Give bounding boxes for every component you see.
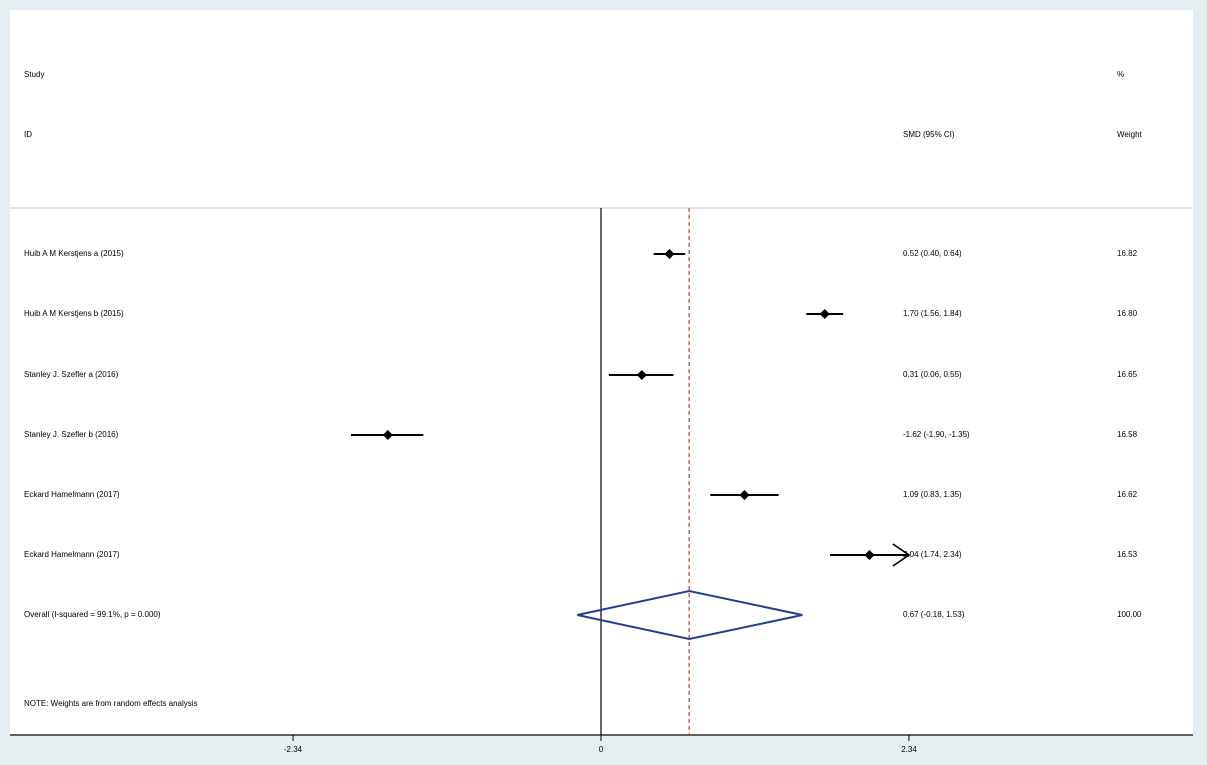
- study-label: Eckard Hamelmann (2017): [24, 550, 120, 559]
- header-study: Study: [24, 70, 45, 79]
- study-ci-text: 1.09 (0.83, 1.35): [903, 490, 962, 499]
- study-weight: 16.62: [1117, 490, 1138, 499]
- study-weight: 16.53: [1117, 550, 1138, 559]
- study-label: Huib A M Kerstjens a (2015): [24, 249, 124, 258]
- overall-weight: 100.00: [1117, 610, 1142, 619]
- study-ci-text: 1.70 (1.56, 1.84): [903, 309, 962, 318]
- overall-ci-text: 0.67 (-0.18, 1.53): [903, 610, 965, 619]
- study-weight: 16.58: [1117, 430, 1138, 439]
- study-label: Stanley J. Szefler a (2016): [24, 370, 119, 379]
- header-percent: %: [1117, 70, 1125, 79]
- header-weight: Weight: [1117, 130, 1142, 139]
- study-weight: 16.82: [1117, 249, 1138, 258]
- study-point-3: [382, 430, 393, 440]
- study-ci-text: -1.62 (-1.90, -1.35): [903, 430, 970, 439]
- header-id: ID: [24, 130, 32, 139]
- study-label: Stanley J. Szefler b (2016): [24, 430, 119, 439]
- study-ci-text: 0.52 (0.40, 0.64): [903, 249, 962, 258]
- study-point-0: [664, 249, 675, 259]
- study-point-4: [739, 490, 750, 500]
- study-weight: 16.80: [1117, 309, 1138, 318]
- x-tick-label-neg: -2.34: [283, 745, 303, 754]
- note-text: NOTE: Weights are from random effects an…: [24, 699, 198, 708]
- study-weight: 16.65: [1117, 370, 1138, 379]
- study-ci-arrow-5: [892, 543, 911, 567]
- study-point-2: [636, 370, 647, 380]
- overall-label: Overall (I-squared = 99.1%, p = 0.000): [24, 610, 161, 619]
- x-tick-label-pos: 2.34: [901, 745, 917, 754]
- header-smd: SMD (95% CI): [903, 130, 955, 139]
- study-point-1: [819, 309, 830, 319]
- x-tick-label-zero: 0: [598, 745, 604, 754]
- overall-diamond: [577, 589, 803, 641]
- study-label: Huib A M Kerstjens b (2015): [24, 309, 124, 318]
- study-ci-text: 2.04 (1.74, 2.34): [903, 550, 962, 559]
- study-point-5: [864, 550, 875, 560]
- study-ci-text: 0.31 (0.06, 0.55): [903, 370, 962, 379]
- study-label: Eckard Hamelmann (2017): [24, 490, 120, 499]
